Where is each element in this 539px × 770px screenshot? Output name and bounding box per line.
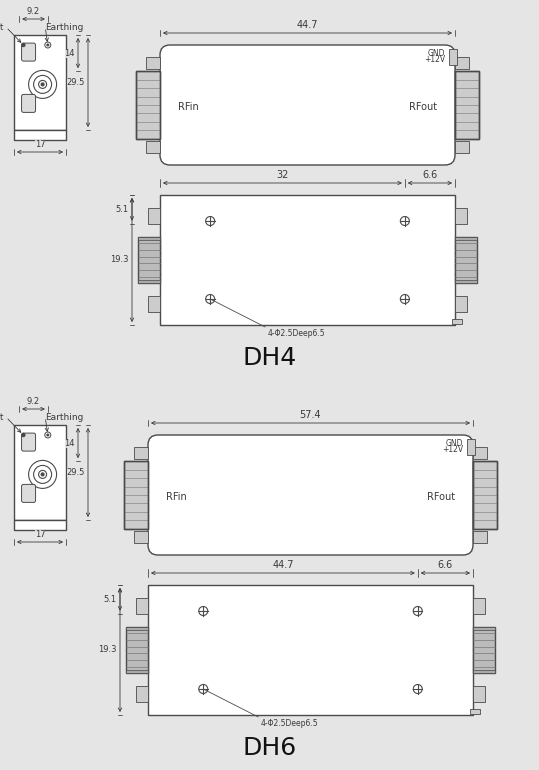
Bar [455, 141, 469, 153]
Bar [455, 208, 467, 223]
FancyBboxPatch shape [22, 484, 36, 502]
Text: 4-Φ2.5Deep6.5: 4-Φ2.5Deep6.5 [260, 719, 318, 728]
Bar [455, 57, 469, 69]
Circle shape [47, 44, 49, 45]
Text: 44.7: 44.7 [272, 560, 294, 570]
Bar [455, 72, 479, 139]
Text: RFin: RFin [166, 492, 186, 502]
Bar [14, 425, 66, 520]
Bar [146, 57, 160, 69]
Bar [455, 236, 477, 240]
Bar [14, 130, 66, 140]
Circle shape [47, 434, 49, 436]
Bar [136, 72, 160, 139]
Text: 32: 32 [277, 170, 288, 180]
Text: +12V: +12V [424, 55, 445, 65]
Text: 5.1: 5.1 [104, 594, 117, 604]
Bar [473, 686, 485, 702]
Text: DH4: DH4 [243, 346, 297, 370]
Text: 4-Φ2.5Deep6.5: 4-Φ2.5Deep6.5 [267, 329, 325, 338]
Bar [473, 461, 497, 528]
Circle shape [41, 473, 44, 476]
Bar [126, 627, 148, 631]
Circle shape [22, 434, 25, 437]
Bar [160, 195, 455, 325]
Text: Earthing: Earthing [45, 22, 84, 32]
Bar [138, 280, 160, 283]
Bar [148, 208, 160, 223]
Bar [473, 598, 485, 614]
Text: 29.5: 29.5 [67, 78, 85, 87]
Bar [473, 461, 497, 528]
Text: 9.2: 9.2 [27, 397, 40, 406]
Text: GND: GND [446, 438, 463, 447]
Text: Input: Input [0, 413, 4, 421]
Text: Input: Input [0, 22, 4, 32]
Text: 17: 17 [34, 530, 45, 539]
Text: 44.7: 44.7 [297, 20, 318, 30]
Bar [473, 670, 495, 674]
Text: 17: 17 [34, 140, 45, 149]
Bar [134, 447, 148, 459]
Circle shape [22, 43, 25, 46]
Bar [124, 461, 148, 528]
Bar [146, 141, 160, 153]
FancyBboxPatch shape [160, 45, 455, 165]
Bar [148, 585, 473, 715]
FancyBboxPatch shape [22, 43, 36, 61]
Text: 14: 14 [65, 49, 75, 58]
FancyBboxPatch shape [148, 435, 473, 555]
Text: 6.6: 6.6 [438, 560, 453, 570]
Bar [452, 319, 462, 324]
Text: GND: GND [427, 49, 445, 58]
FancyBboxPatch shape [22, 95, 36, 112]
Text: +12V: +12V [442, 446, 463, 454]
Text: DH6: DH6 [243, 736, 297, 760]
Text: 14: 14 [65, 439, 75, 447]
Bar [455, 296, 467, 312]
Text: RFin: RFin [178, 102, 199, 112]
Bar [136, 72, 160, 139]
Bar [473, 627, 495, 631]
Bar [473, 627, 495, 674]
Bar [473, 447, 487, 459]
Text: 6.6: 6.6 [422, 170, 438, 180]
Bar [455, 236, 477, 283]
Bar [470, 709, 480, 714]
Bar [473, 531, 487, 543]
Bar [14, 35, 66, 130]
Bar [136, 686, 148, 702]
Text: 29.5: 29.5 [67, 468, 85, 477]
FancyBboxPatch shape [22, 433, 36, 451]
Bar [136, 598, 148, 614]
Bar [455, 280, 477, 283]
Bar [467, 439, 475, 455]
Bar [449, 49, 457, 65]
Bar [126, 627, 148, 674]
Text: 19.3: 19.3 [99, 645, 117, 654]
Text: RFout: RFout [409, 102, 437, 112]
Text: 5.1: 5.1 [116, 205, 129, 214]
Bar [138, 236, 160, 283]
Bar [148, 296, 160, 312]
Bar [134, 531, 148, 543]
Text: 57.4: 57.4 [300, 410, 321, 420]
Text: 19.3: 19.3 [110, 256, 129, 265]
Bar [14, 520, 66, 530]
Bar [124, 461, 148, 528]
Bar [455, 72, 479, 139]
Circle shape [41, 83, 44, 86]
Bar [126, 670, 148, 674]
Text: Earthing: Earthing [45, 413, 84, 421]
Text: RFout: RFout [427, 492, 455, 502]
Bar [138, 236, 160, 240]
Text: 9.2: 9.2 [27, 7, 40, 16]
